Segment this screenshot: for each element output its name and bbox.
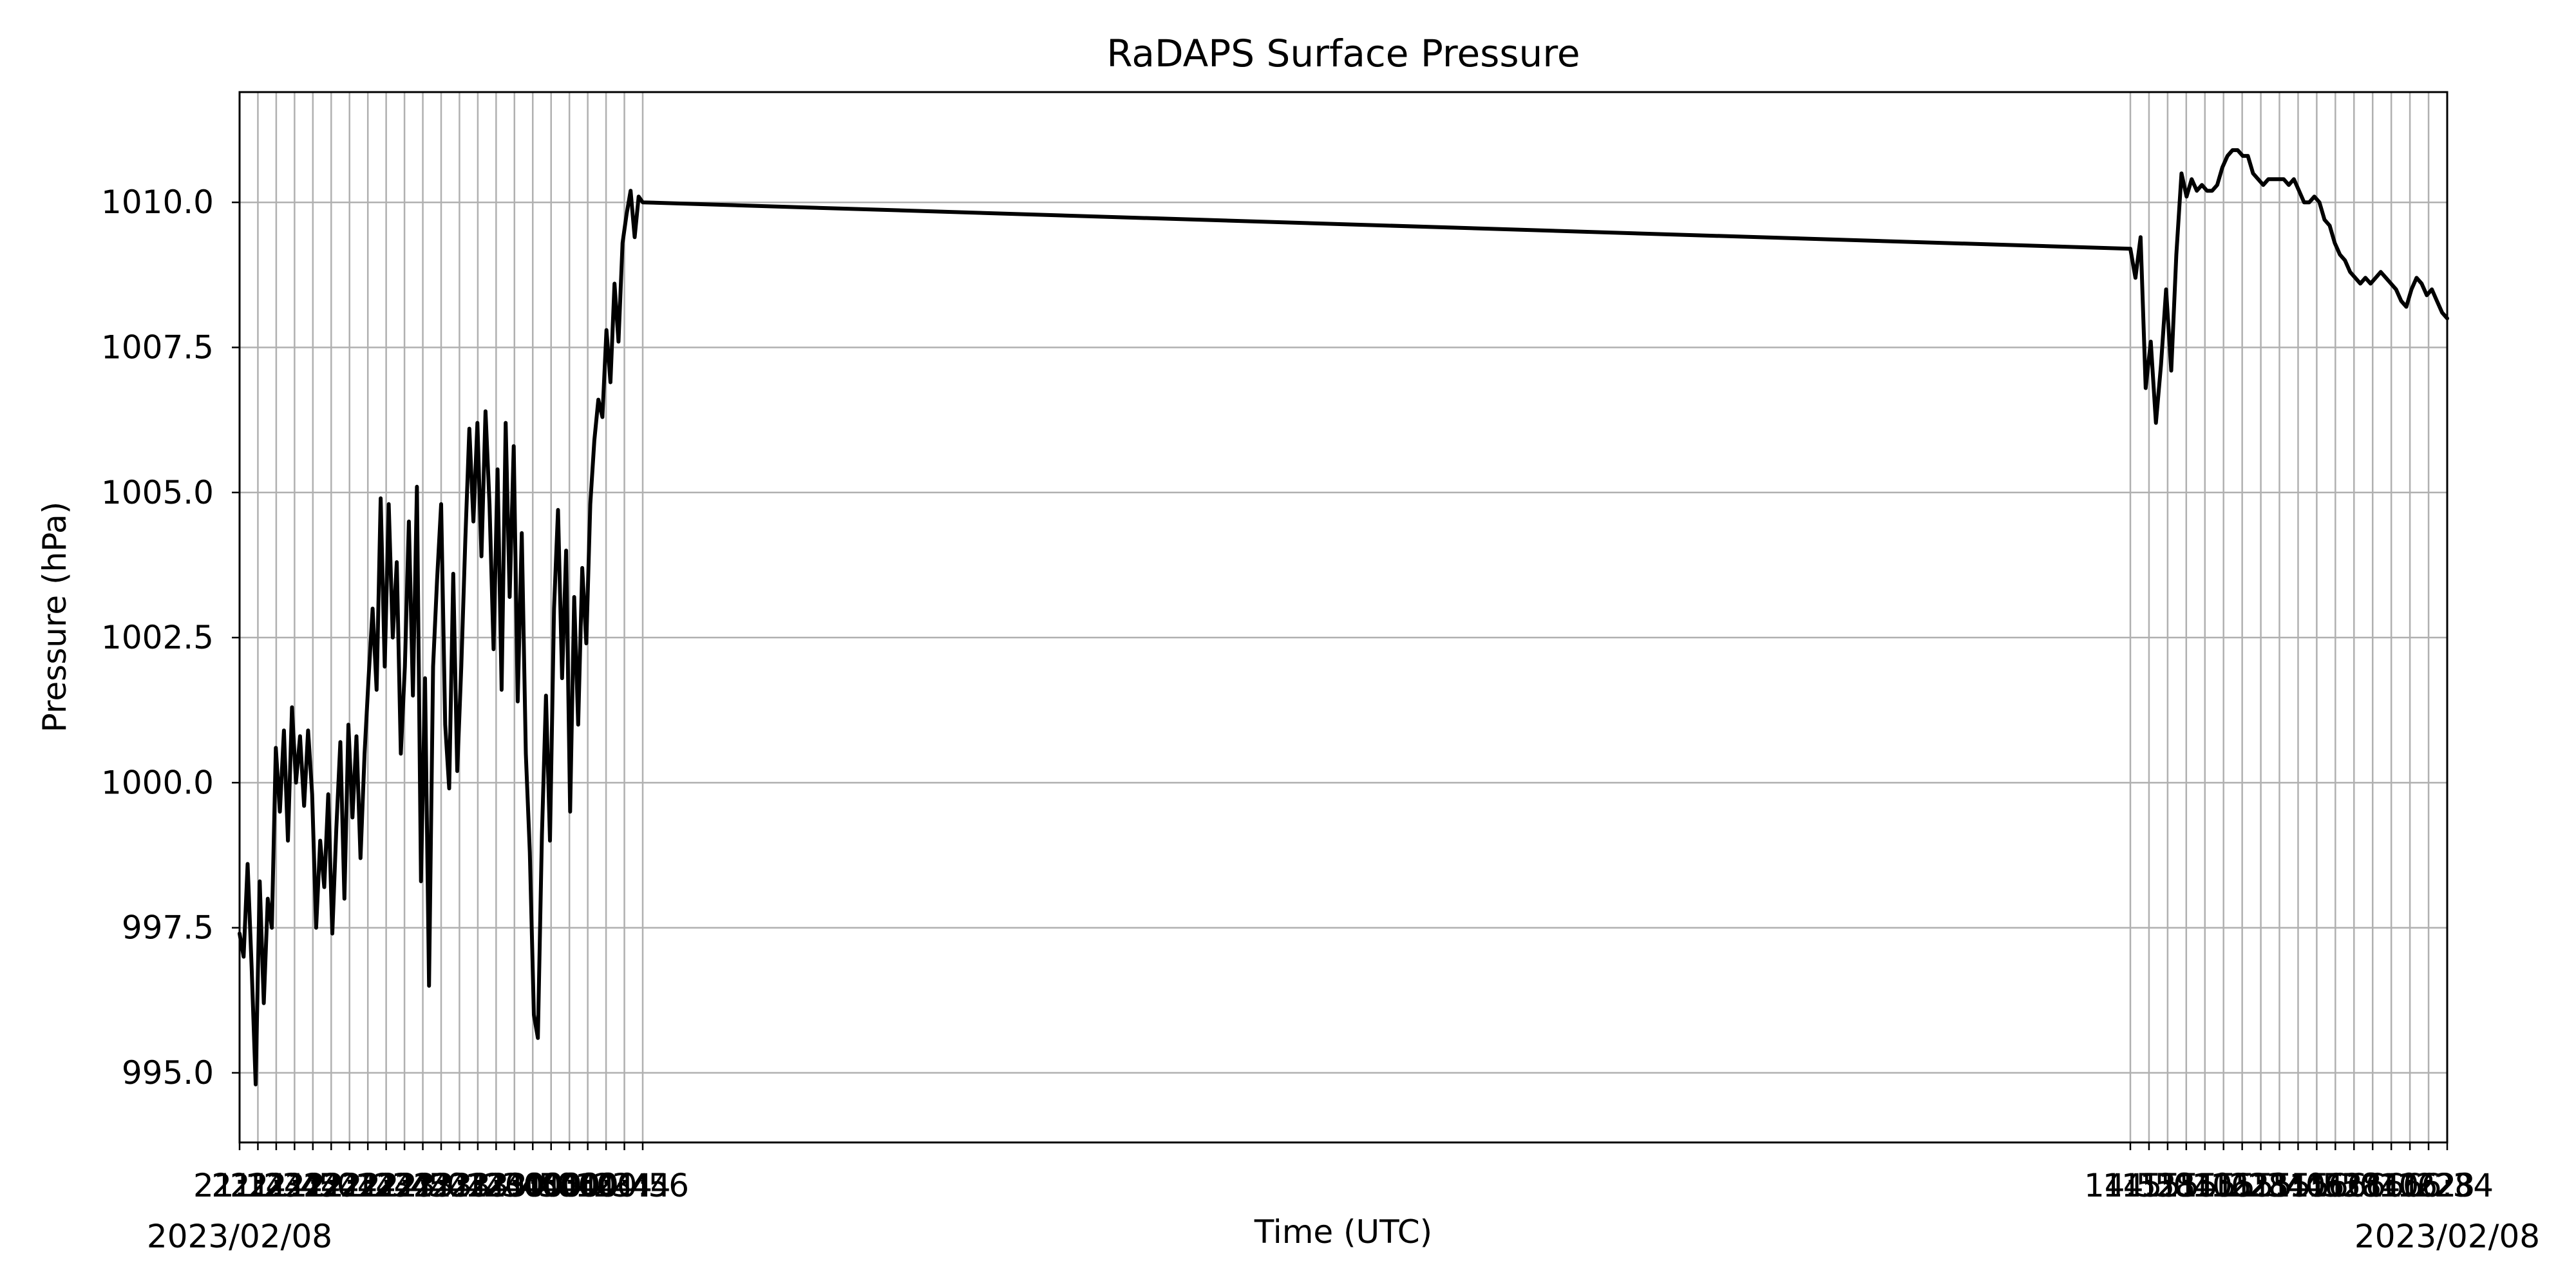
x-tick-label: 00:24 [542,1167,634,1204]
x-tick-label: 23:14 [413,1167,506,1204]
x-tick-label: 15:28 [2196,1167,2289,1204]
x-tick-label: 14:58 [2103,1167,2195,1204]
x-tick-label: 22:14 [303,1167,396,1204]
x-tick-label: 22:04 [285,1167,377,1204]
x-tick-label: 16:22 [2363,1167,2456,1204]
x-tick-label: 00:56 [596,1167,689,1204]
x-tick-label: 15:16 [2159,1167,2251,1204]
x-tick-label: 16:10 [2326,1167,2419,1204]
y-tick-label: 1007.5 [101,328,214,366]
x-tick-label: 23:24 [431,1167,524,1204]
x-tick-label: 00:44 [578,1167,670,1204]
x-tick-label: 14:52 [2084,1167,2177,1204]
date-label-right: 2023/02/08 [2354,1218,2540,1255]
date-label-left: 2023/02/08 [147,1218,332,1255]
x-tick-label: 21:24 [211,1167,304,1204]
x-tick-label: 22:44 [358,1167,451,1204]
y-tick-label: 997.5 [122,909,214,947]
x-tick-label: 15:04 [2121,1167,2214,1204]
x-tick-label: 16:16 [2345,1167,2438,1204]
x-tick-label: 16:28 [2382,1167,2475,1204]
x-tick-label: 22:34 [340,1167,433,1204]
x-tick-label: 22:54 [376,1167,469,1204]
y-tick-label: 1000.0 [101,764,214,801]
chart-title: RaDAPS Surface Pressure [1106,32,1580,75]
y-tick-label: 1010.0 [101,184,214,221]
x-tick-label: 21:34 [230,1167,323,1204]
x-tick-label: 15:52 [2270,1167,2363,1204]
x-axis-label: Time (UTC) [1254,1213,1432,1251]
x-tick-label: 23:34 [450,1167,542,1204]
plot-frame [238,91,2448,1144]
x-tick-label: 16:04 [2307,1167,2400,1204]
x-tick-label: 22:24 [321,1167,414,1204]
x-tick-label: 23:04 [395,1167,488,1204]
x-tick-label: 23:54 [486,1167,579,1204]
x-tick-label: 00:04 [505,1167,598,1204]
x-tick-label: 15:58 [2289,1167,2382,1204]
x-tick-label: 15:34 [2215,1167,2307,1204]
x-tick-label: 21:44 [248,1167,341,1204]
pressure-series-line [238,148,2449,1086]
y-tick-label: 995.0 [122,1054,214,1092]
x-tick-label: 21:54 [267,1167,359,1204]
y-axis: 995.0 997.5 1000.0 1002.5 1005.0 1007.5 1010.0 [101,184,240,1092]
x-tick-label: 15:10 [2140,1167,2233,1204]
x-tick-label: 16:34 [2401,1167,2494,1204]
y-axis-label: Pressure (hPa) [36,502,73,733]
x-tick-label: 23:44 [468,1167,561,1204]
x-tick-label: 15:40 [2233,1167,2325,1204]
x-tick-label: 00:34 [560,1167,652,1204]
y-tick-label: 1005.0 [101,474,214,511]
x-axis: 21:1421:2421:3421:4421:5422:0422:1422:24… [193,1142,2494,1204]
y-tick-label: 1002.5 [101,619,214,656]
x-tick-label: 15:46 [2251,1167,2344,1204]
x-tick-label: 21:14 [193,1167,286,1204]
x-tick-label: 15:22 [2177,1167,2270,1204]
data-line-layer [238,148,2449,1086]
x-tick-label: 00:14 [523,1167,616,1204]
